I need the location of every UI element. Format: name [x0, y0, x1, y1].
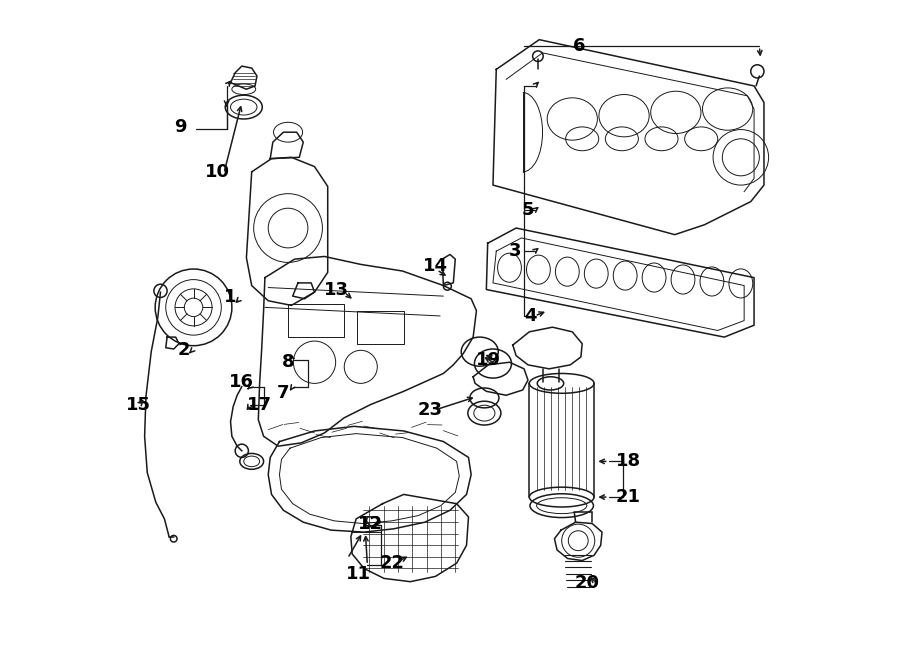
- Text: 23: 23: [418, 401, 443, 419]
- Text: 21: 21: [616, 488, 641, 506]
- Text: 19: 19: [476, 351, 500, 369]
- Text: 17: 17: [248, 395, 272, 414]
- Text: 9: 9: [174, 118, 186, 136]
- Text: 5: 5: [522, 201, 535, 219]
- Text: 16: 16: [230, 373, 255, 391]
- Text: 12: 12: [358, 514, 383, 533]
- Text: 3: 3: [508, 242, 521, 260]
- Text: 14: 14: [423, 256, 448, 275]
- Text: 11: 11: [346, 564, 372, 583]
- Text: 10: 10: [205, 163, 230, 181]
- Text: 22: 22: [379, 554, 404, 572]
- Text: 20: 20: [575, 574, 600, 592]
- Text: 1: 1: [224, 288, 237, 307]
- Text: 7: 7: [277, 384, 290, 403]
- Text: 4: 4: [525, 307, 537, 325]
- Text: 18: 18: [616, 452, 641, 471]
- Text: 2: 2: [178, 341, 191, 360]
- Text: 6: 6: [572, 37, 585, 56]
- Text: 8: 8: [282, 353, 294, 371]
- Text: 15: 15: [125, 395, 150, 414]
- Text: 13: 13: [324, 280, 349, 299]
